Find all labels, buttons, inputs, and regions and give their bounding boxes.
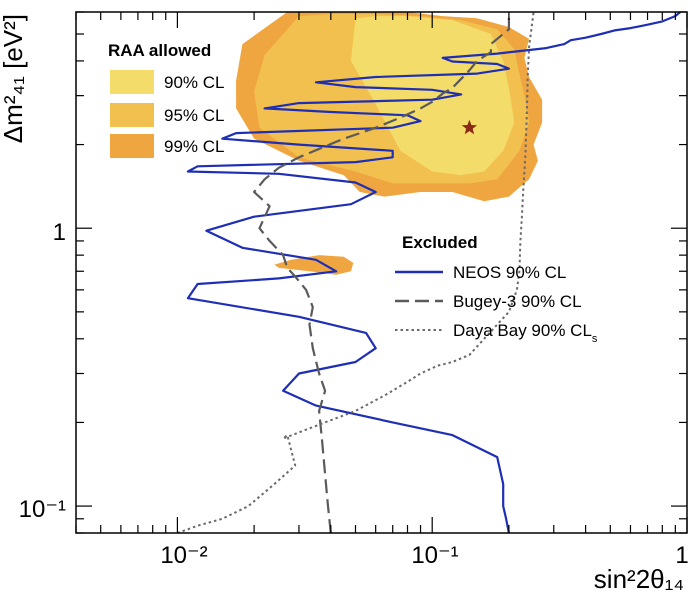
legend-label-90cl: 90% CL (164, 73, 224, 92)
legend-label-bugey: Bugey-3 90% CL (453, 292, 582, 311)
axis-ticks (75, 11, 688, 534)
best-fit-star-marker (461, 119, 477, 135)
x-tick-label-0: 10⁻² (160, 542, 207, 569)
legend-swatch-95cl (110, 103, 154, 127)
series-neos (186, 12, 681, 533)
x-tick-label-2: 1 (675, 542, 688, 569)
raa-legend-title: RAA allowed (108, 41, 211, 60)
plot-frame (75, 11, 688, 534)
legend-label-95cl: 95% CL (164, 106, 224, 125)
x-tick-label-1: 10⁻¹ (411, 542, 458, 569)
legend-label-dayabay-sub: s (592, 333, 598, 345)
legend-label-neos: NEOS 90% CL (453, 263, 566, 282)
excluded-legend: Excluded NEOS 90% CL Bugey-3 90% CL Daya… (395, 233, 598, 345)
raa-legend: RAA allowed 90% CL 95% CL 99% CL (108, 41, 224, 158)
exclusion-curves (177, 12, 681, 533)
series-daya (177, 12, 535, 533)
x-axis-title: sin²2θ₁₄ (594, 564, 684, 594)
legend-label-99cl: 99% CL (164, 137, 224, 156)
y-axis-title: Δm²₄₁ [eV²] (0, 14, 28, 143)
legend-swatch-90cl (110, 70, 154, 94)
legend-label-dayabay: Daya Bay 90% CLs (453, 321, 598, 345)
y-tick-label-0: 10⁻¹ (19, 496, 66, 523)
best-fit-layer (461, 119, 477, 135)
legend-label-dayabay-main: Daya Bay 90% CL (453, 321, 592, 340)
legend-swatch-99cl (110, 134, 154, 158)
series-bugey-3 (253, 12, 510, 533)
excluded-legend-title: Excluded (402, 233, 478, 252)
y-tick-label-1: 1 (53, 219, 66, 246)
